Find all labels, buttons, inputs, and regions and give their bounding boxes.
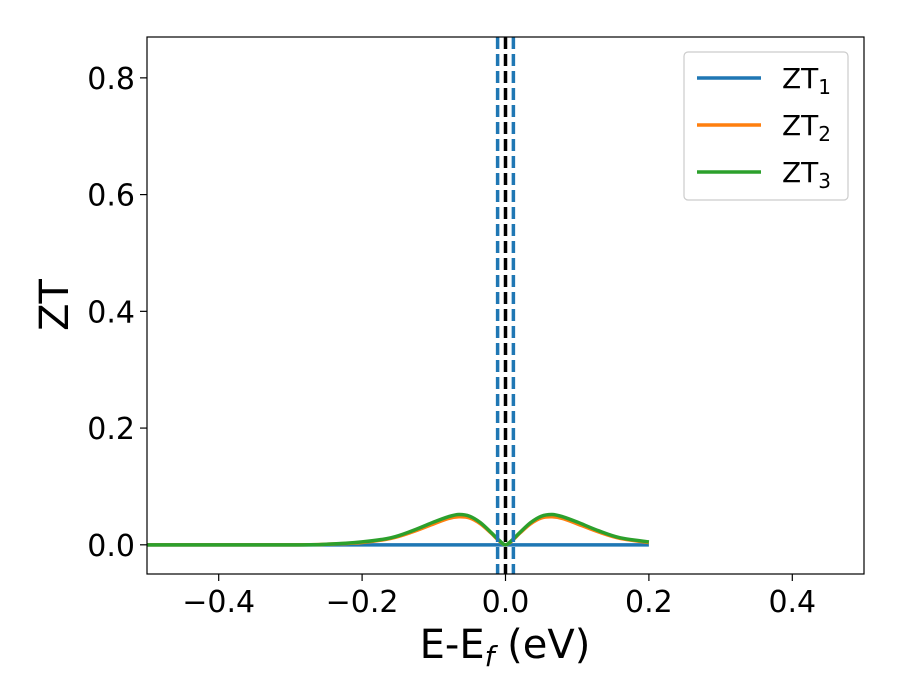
x-tick-label: −0.4	[182, 585, 255, 620]
x-tick-label: 0.4	[768, 585, 816, 620]
series-line-zt3	[147, 512, 650, 547]
x-tick-label: 0.2	[625, 585, 673, 620]
x-tick-label: 0.0	[482, 585, 530, 620]
legend-label-zt3: ZT3	[782, 156, 831, 193]
legend-box	[683, 51, 849, 201]
y-tick-label: 0.0	[87, 529, 135, 564]
x-axis-label: E-Ef (eV)	[420, 622, 591, 673]
y-tick-label: 0.6	[87, 179, 135, 214]
y-tick-label: 0.8	[87, 62, 135, 97]
y-axis: 0.0 0.2 0.4 0.6 0.8	[87, 62, 147, 564]
legend-label-zt1: ZT1	[782, 62, 831, 99]
y-tick-label: 0.2	[87, 412, 135, 447]
plot-area	[147, 37, 650, 574]
y-tick-label: 0.4	[87, 295, 135, 330]
x-tick-label: −0.2	[326, 585, 399, 620]
legend-label-zt2: ZT2	[782, 109, 831, 146]
legend: ZT1 ZT2 ZT3	[683, 51, 849, 201]
y-axis-label: ZT	[32, 279, 78, 331]
x-axis: −0.4 −0.2 0.0 0.2 0.4	[182, 574, 816, 620]
